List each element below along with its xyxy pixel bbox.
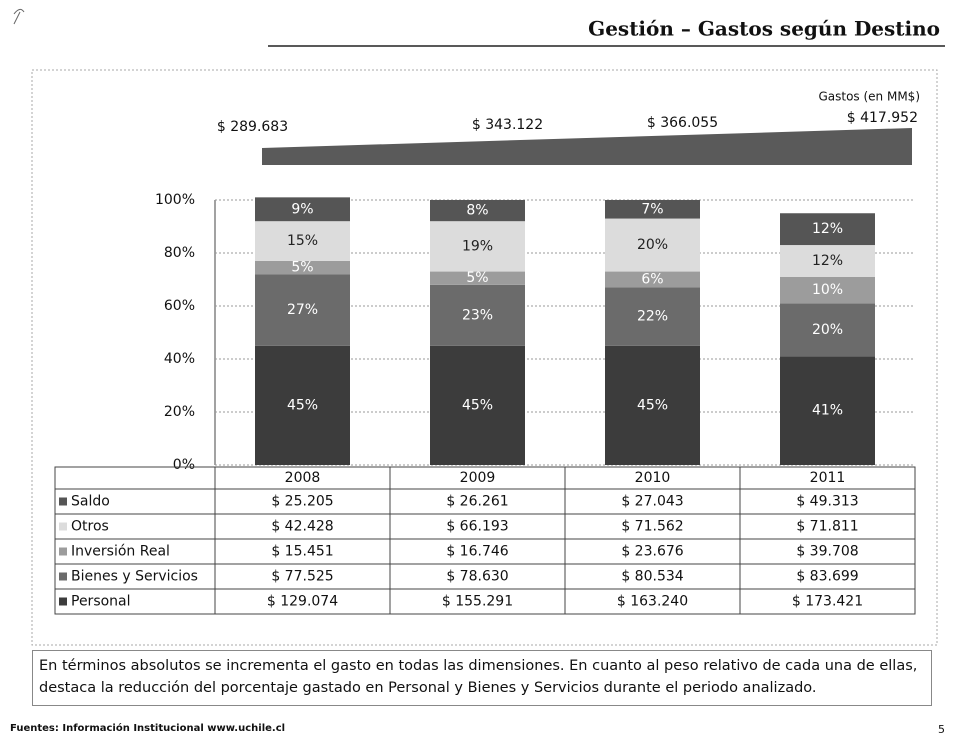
data-label: 45% <box>637 397 668 413</box>
bar-segment <box>780 276 875 304</box>
table-cell: $ 83.699 <box>796 569 858 585</box>
legend-swatch <box>59 597 67 606</box>
legend-swatch <box>59 547 67 556</box>
data-label: 27% <box>287 302 318 318</box>
table-cell: $ 16.746 <box>446 544 508 560</box>
y-tick-label: 40% <box>164 351 195 367</box>
bar-segment <box>605 218 700 272</box>
table-cell: $ 163.240 <box>617 594 688 610</box>
total-label: $ 366.055 <box>647 115 718 131</box>
bar-segment <box>255 197 350 222</box>
note: En términos absolutos se incrementa el g… <box>32 650 932 706</box>
bar-segment <box>605 200 700 219</box>
table-cell: $ 71.811 <box>796 519 858 535</box>
data-label: 20% <box>637 237 668 253</box>
bar-segment <box>430 284 525 346</box>
data-label: 9% <box>291 201 313 217</box>
table-cell: $ 71.562 <box>621 519 683 535</box>
legend-label: Bienes y Servicios <box>71 569 198 585</box>
data-label: 12% <box>812 253 843 269</box>
table-frame <box>54 466 916 615</box>
totals-label: Gastos (en MM$) <box>818 90 920 104</box>
table-cell: $ 78.630 <box>446 569 508 585</box>
data-label: 19% <box>462 238 493 254</box>
legend-swatch <box>59 522 67 531</box>
total-label: $ 343.122 <box>472 117 543 133</box>
data-label: 45% <box>287 397 318 413</box>
y-tick-label: 100% <box>155 192 195 208</box>
data-label: 41% <box>812 403 843 419</box>
bar-segment <box>430 221 525 272</box>
data-label: 23% <box>462 307 493 323</box>
table-cell: $ 49.313 <box>796 494 858 510</box>
data-label: 22% <box>637 309 668 325</box>
slide-title: Gestión – Gastos según Destino <box>588 17 940 41</box>
bar-segment <box>605 345 700 465</box>
table-cell: $ 15.451 <box>271 544 333 560</box>
bar-segment <box>255 345 350 465</box>
bar-segment <box>430 345 525 465</box>
data-label: 12% <box>812 221 843 237</box>
legend-label: Inversión Real <box>71 544 170 560</box>
table-cell: $ 23.676 <box>621 544 683 560</box>
page-number: 5 <box>938 723 945 736</box>
table-cell: $ 77.525 <box>271 569 333 585</box>
table-cell: $ 155.291 <box>442 594 513 610</box>
data-label: 20% <box>812 322 843 338</box>
table-cell: $ 42.428 <box>271 519 333 535</box>
table-cell: $ 173.421 <box>792 594 863 610</box>
source: Fuentes: Información Institucional www.u… <box>10 722 285 734</box>
bar-segment <box>255 274 350 346</box>
data-label: 7% <box>641 201 663 217</box>
data-label: 5% <box>291 260 313 276</box>
table-cell: $ 66.193 <box>446 519 508 535</box>
table-cell: $ 39.708 <box>796 544 858 560</box>
x-tick-label: 2010 <box>635 470 671 486</box>
table-cell: $ 129.074 <box>267 594 338 610</box>
logo <box>13 8 25 25</box>
bar-segment <box>780 213 875 246</box>
bar-segment <box>780 303 875 357</box>
bar-segment <box>430 200 525 222</box>
data-label: 15% <box>287 233 318 249</box>
legend-label: Personal <box>71 594 131 610</box>
legend-swatch <box>59 572 67 581</box>
chart-frame <box>31 69 938 646</box>
bar-segment <box>255 221 350 261</box>
table-cell: $ 27.043 <box>621 494 683 510</box>
table-cell: $ 25.205 <box>271 494 333 510</box>
bar-segment <box>780 245 875 277</box>
legend-label: Saldo <box>71 494 110 510</box>
legend-label: Otros <box>71 519 109 535</box>
y-tick-label: 0% <box>173 457 195 473</box>
data-label: 10% <box>812 282 843 298</box>
y-tick-label: 20% <box>164 404 195 420</box>
legend-swatch <box>59 497 67 506</box>
total-label: $ 417.952 <box>847 110 918 126</box>
data-label: 6% <box>641 272 663 288</box>
bar-segment <box>605 271 700 288</box>
data-label: 8% <box>466 203 488 219</box>
table-cell: $ 26.261 <box>446 494 508 510</box>
x-tick-label: 2009 <box>460 470 496 486</box>
data-label: 45% <box>462 397 493 413</box>
data-label: 5% <box>466 270 488 286</box>
y-tick-label: 60% <box>164 298 195 314</box>
x-tick-label: 2008 <box>285 470 321 486</box>
y-tick-label: 80% <box>164 245 195 261</box>
totals-wedge <box>262 128 912 165</box>
total-label: $ 289.683 <box>217 119 288 135</box>
table-cell: $ 80.534 <box>621 569 683 585</box>
bar-segment <box>255 260 350 275</box>
bar-segment <box>605 287 700 346</box>
bar-segment <box>780 356 875 465</box>
x-tick-label: 2011 <box>810 470 846 486</box>
bar-segment <box>430 271 525 285</box>
